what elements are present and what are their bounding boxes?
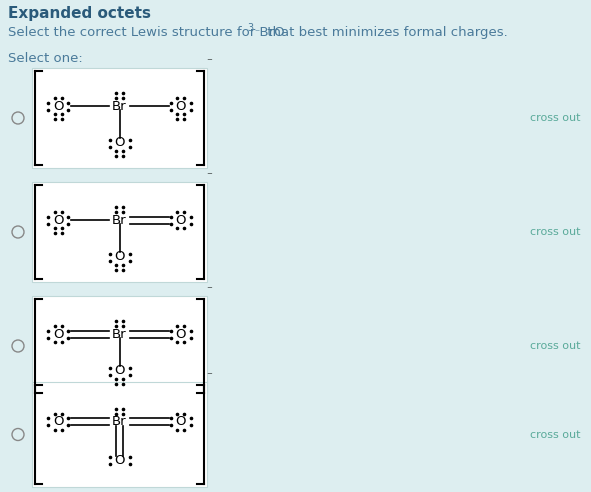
Text: cross out: cross out <box>530 113 580 123</box>
Bar <box>32 68 207 168</box>
Text: O: O <box>53 328 63 340</box>
Text: Br: Br <box>112 328 127 340</box>
Text: Select one:: Select one: <box>8 52 83 65</box>
Text: that best minimizes formal charges.: that best minimizes formal charges. <box>263 26 508 39</box>
Text: O: O <box>114 365 125 377</box>
Text: O: O <box>114 454 125 467</box>
Text: cross out: cross out <box>530 227 580 237</box>
Text: ⁻: ⁻ <box>206 371 212 381</box>
Text: ⁻: ⁻ <box>206 57 212 67</box>
Bar <box>32 296 207 396</box>
Text: ⁻: ⁻ <box>206 171 212 181</box>
Text: ⁻: ⁻ <box>206 285 212 295</box>
Text: O: O <box>114 136 125 150</box>
Text: 3: 3 <box>247 23 253 33</box>
Text: O: O <box>176 214 186 226</box>
Text: ⁻: ⁻ <box>254 28 259 38</box>
Text: O: O <box>53 214 63 226</box>
Text: cross out: cross out <box>530 341 580 351</box>
Text: Expanded octets: Expanded octets <box>8 6 151 21</box>
Text: Br: Br <box>112 415 127 429</box>
Text: O: O <box>53 415 63 429</box>
Text: O: O <box>176 99 186 113</box>
Text: O: O <box>176 328 186 340</box>
Text: O: O <box>114 250 125 264</box>
Text: O: O <box>176 415 186 429</box>
Text: Br: Br <box>112 214 127 226</box>
Text: Br: Br <box>112 99 127 113</box>
Text: cross out: cross out <box>530 430 580 439</box>
Bar <box>32 382 207 487</box>
Text: Select the correct Lewis structure for BrO: Select the correct Lewis structure for B… <box>8 26 285 39</box>
Bar <box>32 182 207 282</box>
Text: O: O <box>53 99 63 113</box>
